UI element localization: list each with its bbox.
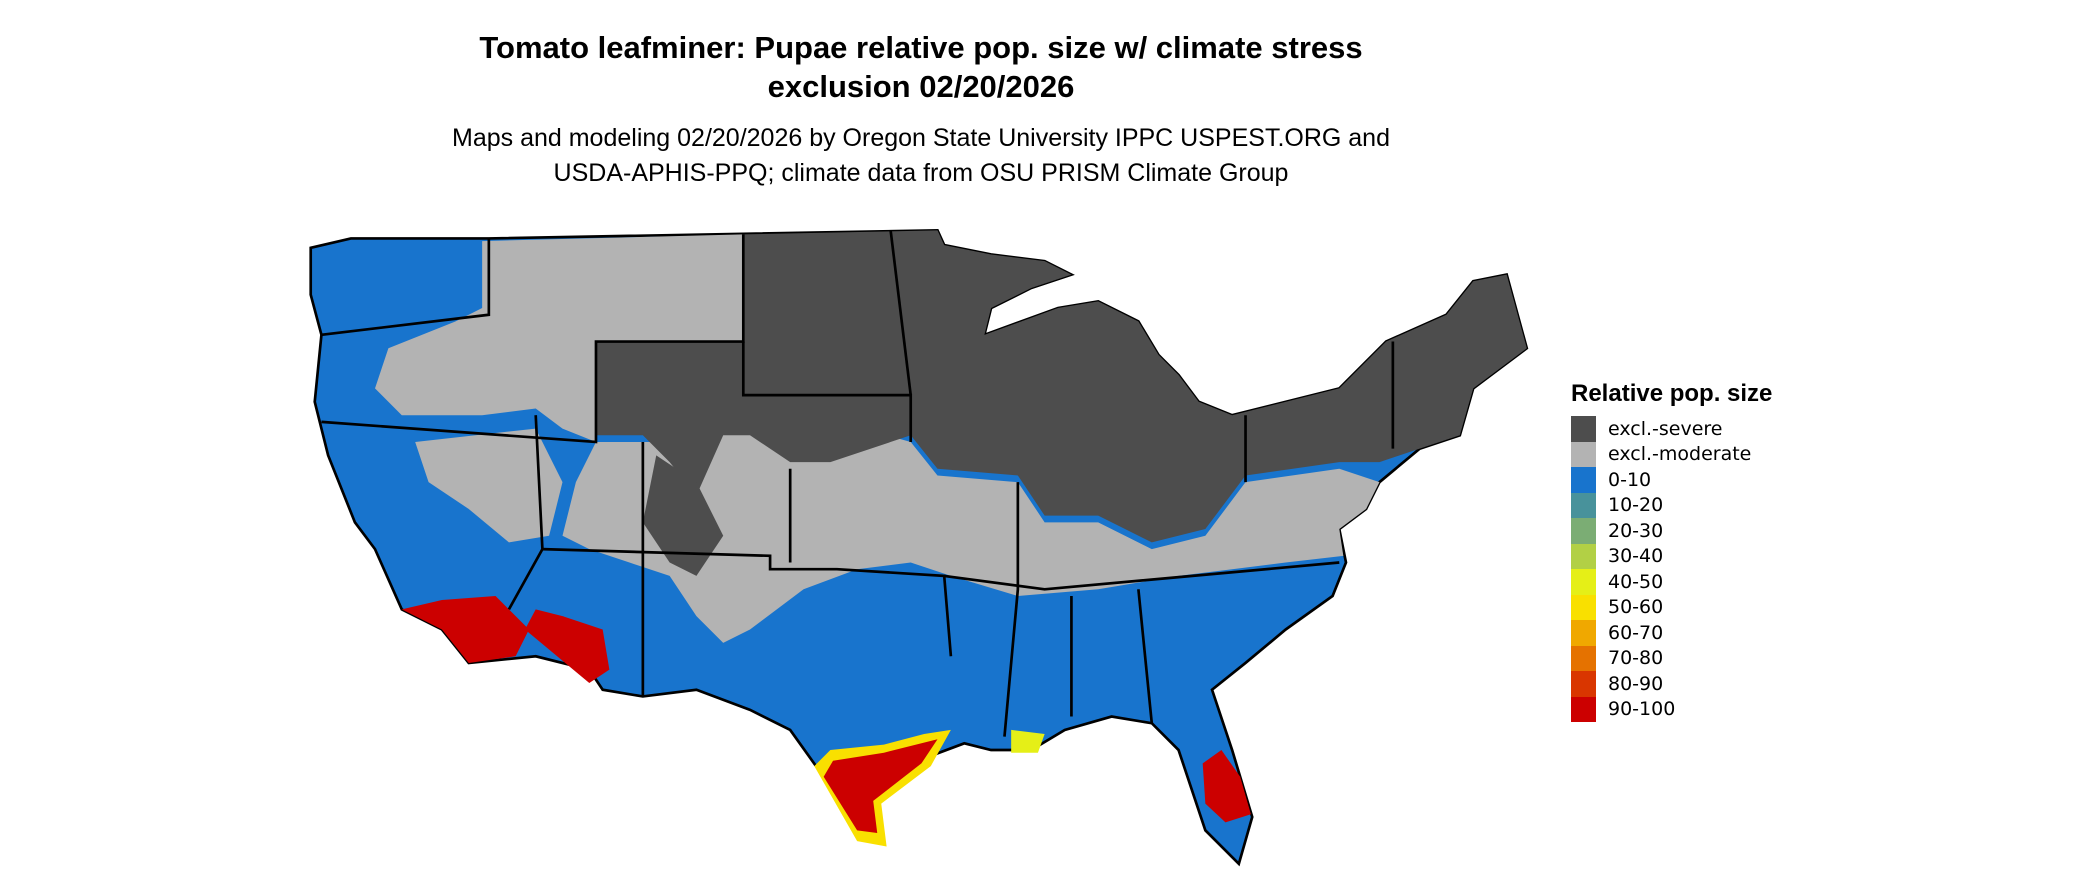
region-excl-moderate-nevada <box>415 428 563 543</box>
legend-label: 70-80 <box>1608 647 1664 670</box>
legend-label: 80-90 <box>1608 672 1664 695</box>
region-90-100-california <box>401 596 530 663</box>
legend-swatch <box>1571 671 1596 697</box>
legend-swatch <box>1571 441 1596 467</box>
region-excl-moderate <box>562 395 1380 643</box>
region-40-50-louisiana <box>1011 729 1045 753</box>
legend-swatch <box>1571 696 1596 722</box>
legend-item: 70-80 <box>1571 645 1772 671</box>
region-excl-severe <box>595 230 1527 543</box>
legend-item: 0-10 <box>1571 467 1772 493</box>
legend-label: 30-40 <box>1608 545 1664 568</box>
legend-item: 20-30 <box>1571 518 1772 544</box>
legend-swatch <box>1571 620 1596 646</box>
legend-swatch <box>1571 645 1596 671</box>
legend-label: 60-70 <box>1608 621 1664 644</box>
legend-label: excl.-severe <box>1608 417 1723 440</box>
region-90-100-arizona <box>525 609 610 684</box>
map-title-line1: Tomato leafminer: Pupae relative pop. si… <box>479 30 1363 65</box>
legend-swatch <box>1571 594 1596 620</box>
legend-item: 30-40 <box>1571 543 1772 569</box>
legend-item: 60-70 <box>1571 620 1772 646</box>
legend-label: 90-100 <box>1608 698 1676 721</box>
legend-item: 10-20 <box>1571 492 1772 518</box>
legend-swatch <box>1571 416 1596 442</box>
legend-label: 0-10 <box>1608 468 1652 491</box>
legend-label: 20-30 <box>1608 519 1664 542</box>
legend: Relative pop. size excl.-severe excl.-mod… <box>1571 380 1772 722</box>
state-borders <box>321 230 1395 737</box>
legend-item: 80-90 <box>1571 671 1772 697</box>
legend-label: excl.-moderate <box>1608 443 1752 466</box>
legend-label: 10-20 <box>1608 494 1664 517</box>
legend-item: 90-100 <box>1571 696 1772 722</box>
region-90-100-texas <box>823 739 938 834</box>
legend-label: 40-50 <box>1608 570 1664 593</box>
legend-swatch <box>1571 518 1596 544</box>
map-title-line2: exclusion 02/20/2026 <box>767 69 1075 104</box>
legend-swatch <box>1571 467 1596 493</box>
legend-swatch <box>1571 543 1596 569</box>
region-excl-moderate-west <box>375 234 744 442</box>
legend-item: excl.-moderate <box>1571 441 1772 467</box>
map-subtitle-line1: Maps and modeling 02/20/2026 by Oregon S… <box>452 124 1390 152</box>
legend-label: 50-60 <box>1608 596 1664 619</box>
legend-item: 50-60 <box>1571 594 1772 620</box>
region-excl-severe-colorado <box>642 455 724 576</box>
legend-title: Relative pop. size <box>1571 380 1773 407</box>
legend-swatch <box>1571 569 1596 595</box>
legend-item: 40-50 <box>1571 569 1772 595</box>
map-subtitle-line2: USDA-APHIS-PPQ; climate data from OSU PR… <box>553 159 1289 187</box>
legend-item: excl.-severe <box>1571 416 1772 442</box>
region-90-100-florida <box>1202 750 1251 823</box>
legend-swatch <box>1571 492 1596 518</box>
